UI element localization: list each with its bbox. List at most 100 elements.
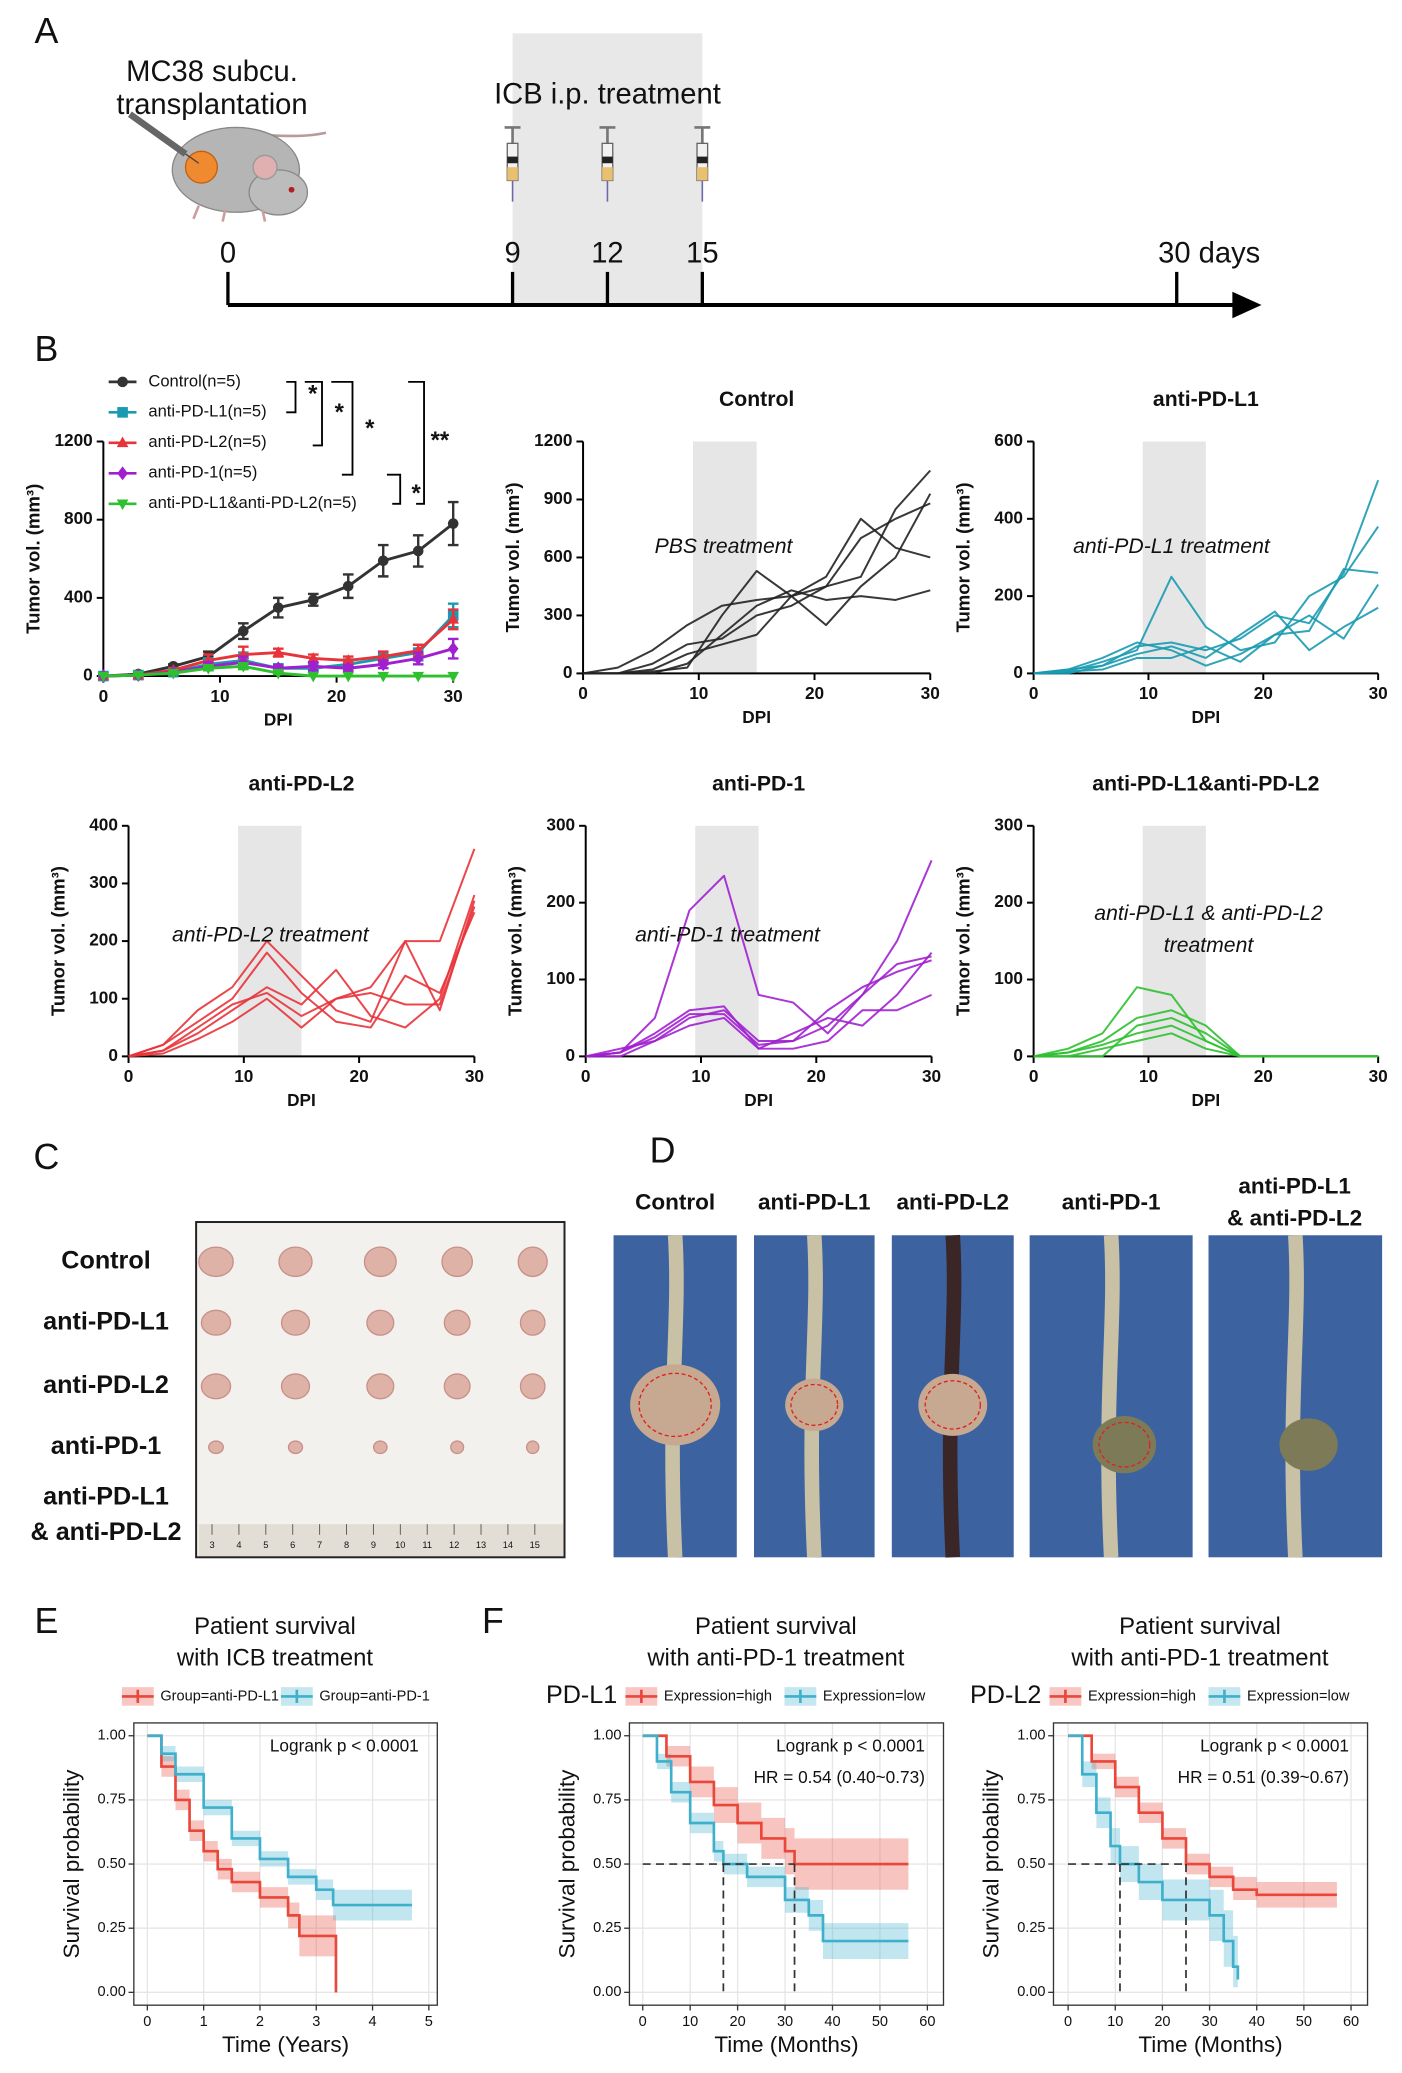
x-tick-label: 2 (256, 2014, 264, 2030)
y-axis-label: Tumor vol. (mm³) (502, 482, 523, 632)
confidence-band (147, 1735, 336, 1993)
x-tick-label: 1 (200, 2014, 208, 2030)
x-tick-label: 10 (234, 1066, 253, 1086)
significance-brackets (286, 380, 425, 505)
data-line (128, 911, 476, 1058)
ruler-label: 5 (263, 1540, 268, 1550)
ruler-label: 9 (371, 1540, 376, 1550)
legend-label: Group=anti-PD-1 (319, 1688, 430, 1704)
survival-curve (642, 1734, 909, 1866)
y-tick-label: 100 (89, 987, 118, 1007)
data-line (583, 469, 931, 675)
y-tick-label: 400 (89, 814, 118, 834)
x-tick-label: 20 (1154, 2014, 1170, 2030)
chart-title: Control (719, 388, 794, 411)
data-point (342, 654, 355, 665)
panel-label: D (650, 1131, 676, 1171)
x-tick-label: 0 (124, 1066, 134, 1086)
tumor-specimen (287, 1440, 304, 1455)
y-axis-label: Tumor vol. (mm³) (48, 866, 69, 1016)
x-tick-label: 4 (368, 2014, 376, 2030)
significance-mark: * (308, 380, 318, 407)
ruler-label: 7 (317, 1540, 322, 1550)
y-tick-label: 400 (994, 507, 1023, 527)
group-label: anti-PD-L2 (896, 1189, 1009, 1214)
x-tick-label: 20 (350, 1066, 369, 1086)
x-tick-label: 3 (312, 2014, 320, 2030)
data-line (1033, 479, 1380, 675)
y-tick-label: 0.25 (98, 1920, 126, 1936)
mouse-illustration (127, 111, 327, 222)
chart-title: anti-PD-L2 (249, 772, 355, 795)
stat-annotation: Logrank p < 0.0001 (1200, 1735, 1349, 1755)
x-tick-label: 0 (1029, 683, 1039, 703)
treatment-shade (1142, 825, 1206, 1057)
timeline-tick-label: 0 (220, 237, 236, 269)
group-label: anti-PD-L2 (43, 1371, 169, 1399)
intestine (1101, 1234, 1120, 1558)
x-tick-label: 30 (465, 1066, 484, 1086)
chart-title: anti-PD-1 (712, 772, 805, 795)
data-point (237, 662, 250, 673)
panel-label: B (34, 329, 58, 369)
data-point (377, 650, 390, 661)
legend-title: PD-L1 (546, 1681, 617, 1709)
ruler-label: 6 (290, 1540, 295, 1550)
data-line (585, 955, 932, 1058)
ruler-label: 13 (476, 1540, 486, 1550)
tumor-specimen (200, 1373, 232, 1400)
syringe-stopper (697, 156, 708, 164)
x-tick-label: 10 (1139, 683, 1158, 703)
tumor-specimen (280, 1373, 311, 1400)
group-label: & anti-PD-L2 (31, 1518, 182, 1546)
y-tick-label: 0 (563, 662, 573, 682)
ruler-label: 14 (503, 1540, 513, 1550)
treatment-annotation: anti-PD-L1 & anti-PD-L2 (1094, 902, 1323, 925)
x-tick-label: 10 (682, 2014, 698, 2030)
panel-label: C (33, 1137, 59, 1177)
y-tick-label: 1.00 (98, 1728, 126, 1744)
data-line (583, 493, 932, 675)
y-axis-label: Tumor vol. (mm³) (953, 482, 974, 632)
x-tick-label: 60 (919, 2014, 935, 2030)
tumor-specimen (278, 1246, 313, 1278)
data-point (307, 652, 320, 663)
mouse-head (248, 169, 309, 216)
tumor-specimen (443, 1309, 471, 1336)
chart-title: Patient survival (194, 1613, 356, 1640)
group-label: anti-PD-1 (51, 1432, 161, 1460)
y-tick-label: 0.00 (1017, 1984, 1045, 2000)
stat-annotation: HR = 0.51 (0.39~0.67) (1178, 1767, 1349, 1787)
data-point (377, 671, 390, 683)
ruler-label: 11 (422, 1540, 432, 1550)
tumor-specimen (366, 1309, 395, 1336)
legend-label: Control(n=5) (148, 371, 240, 390)
treatment-annotation: anti-PD-1 treatment (635, 923, 821, 946)
x-tick-label: 30 (1369, 683, 1388, 703)
data-point (342, 671, 355, 683)
syringe (694, 126, 711, 202)
y-tick-label: 0.00 (593, 1984, 621, 2000)
x-tick-label: 50 (1296, 2014, 1312, 2030)
tumor-specimen (280, 1309, 311, 1336)
group-label: anti-PD-L1 (43, 1482, 169, 1510)
x-tick-label: 0 (639, 2014, 647, 2030)
syringe-fluid (697, 167, 708, 181)
data-point (237, 625, 249, 637)
y-axis-label: Survival probability (978, 1769, 1003, 1959)
data-line (585, 993, 932, 1058)
chart-title: Patient survival (1119, 1613, 1281, 1640)
x-axis-label: DPI (287, 1090, 316, 1110)
plot-border (628, 1722, 945, 2006)
y-tick-label: 0.50 (593, 1856, 621, 1872)
panel-label: E (34, 1601, 58, 1641)
y-tick-label: 1.00 (1017, 1728, 1045, 1744)
mouse-eye (288, 186, 295, 193)
significance-mark: ** (431, 427, 450, 454)
x-tick-label: 20 (805, 683, 824, 703)
group-label: anti-PD-L1 (43, 1307, 169, 1335)
survival-curve (147, 1734, 338, 1993)
survival-curve (147, 1734, 412, 1907)
